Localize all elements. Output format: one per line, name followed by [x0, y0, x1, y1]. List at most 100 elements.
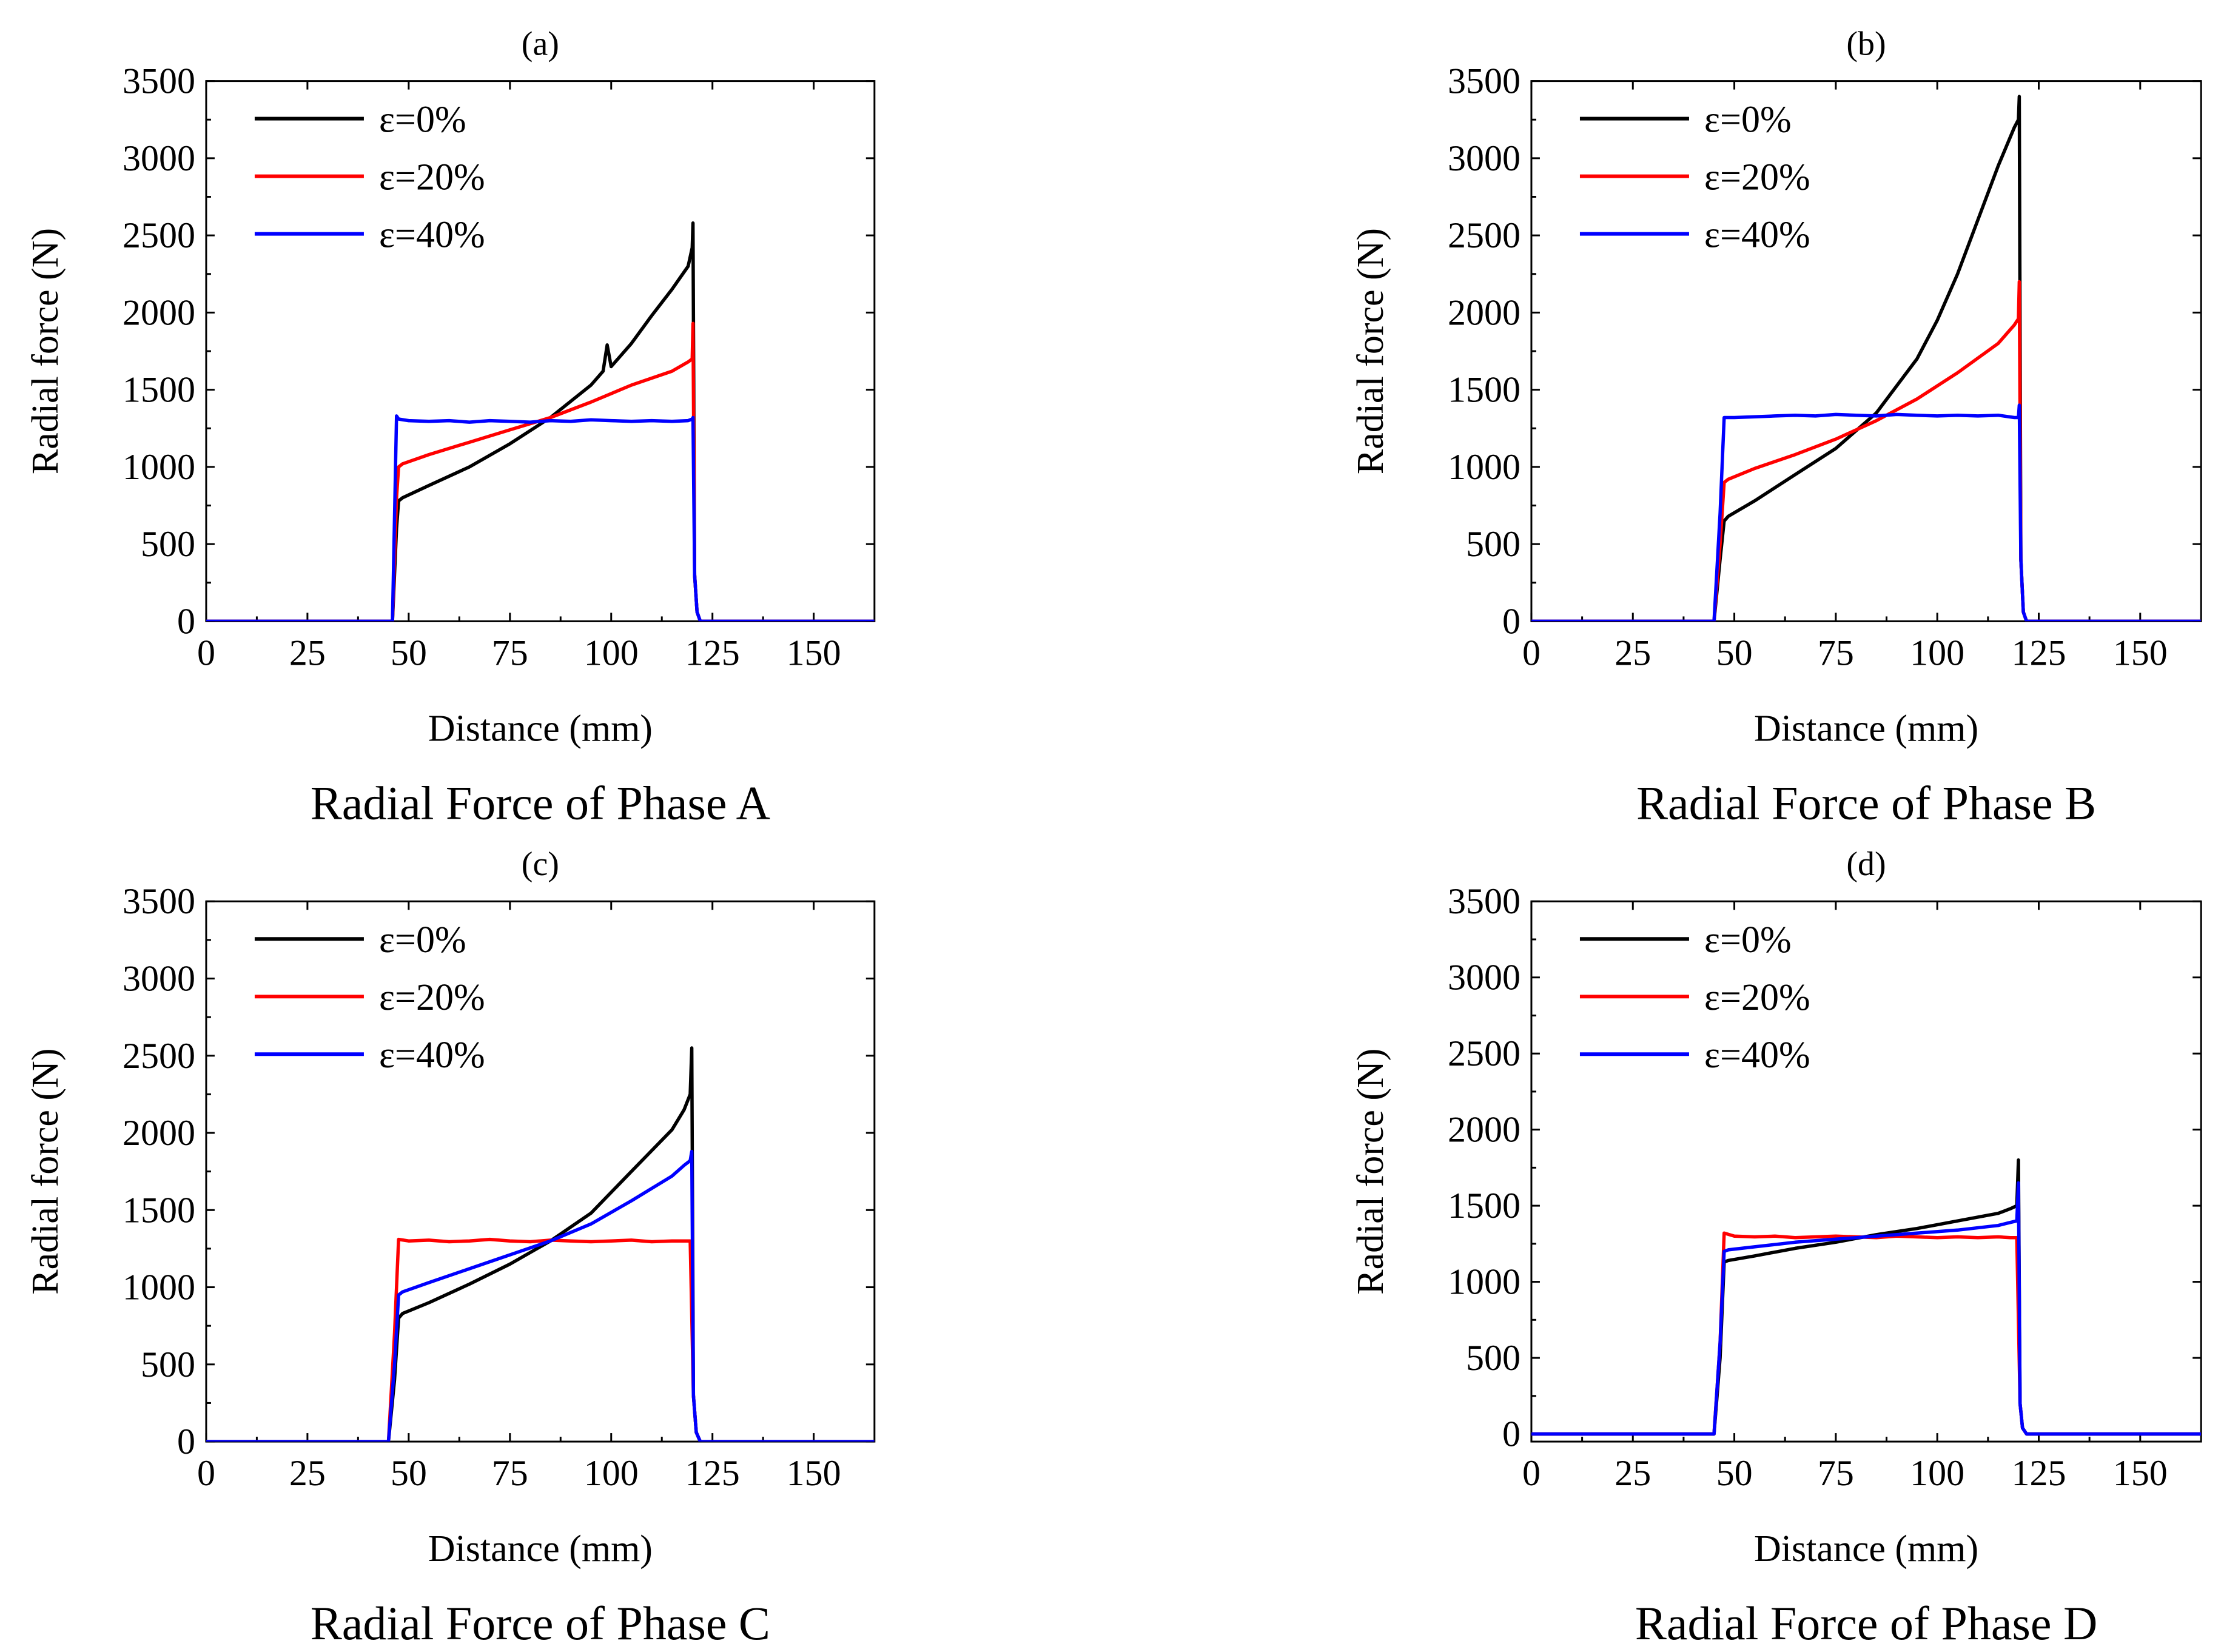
y-axis-title: Radial force (N) — [1350, 1049, 1391, 1295]
x-tick-label: 125 — [685, 1453, 740, 1493]
series-line-3 — [206, 1149, 875, 1442]
x-tick-label: 100 — [1910, 633, 1964, 673]
y-tick-label: 500 — [1466, 524, 1520, 564]
legend-label: ε=0% — [379, 99, 466, 141]
x-tick-label: 25 — [1615, 633, 1651, 673]
series-line-3 — [206, 414, 875, 622]
x-tick-label: 100 — [584, 633, 639, 673]
y-tick-label: 3500 — [1448, 61, 1520, 101]
x-tick-label: 25 — [289, 633, 326, 673]
y-axis-title: Radial force (N) — [25, 228, 66, 474]
x-axis-title: Distance (mm) — [428, 1528, 653, 1570]
y-tick-label: 500 — [141, 1345, 195, 1385]
x-tick-label: 0 — [1522, 633, 1541, 673]
x-tick-label: 125 — [685, 633, 740, 673]
legend-label: ε=0% — [1704, 919, 1792, 961]
y-tick-label: 500 — [141, 524, 195, 564]
x-tick-label: 150 — [787, 1453, 841, 1493]
x-tick-label: 75 — [1818, 633, 1854, 673]
legend-label: ε=40% — [379, 1035, 485, 1076]
y-tick-label: 2500 — [1448, 1033, 1520, 1073]
legend-label: ε=20% — [1704, 157, 1810, 198]
y-tick-label: 2000 — [1448, 1110, 1520, 1150]
y-tick-label: 1500 — [123, 370, 195, 410]
y-tick-label: 2500 — [123, 1036, 195, 1076]
panel-label: (d) — [1846, 845, 1886, 883]
y-tick-label: 3500 — [123, 61, 195, 101]
y-tick-label: 0 — [1502, 601, 1520, 641]
panel-label: (c) — [522, 845, 559, 883]
y-tick-label: 2000 — [123, 292, 195, 332]
y-tick-label: 1000 — [123, 1268, 195, 1308]
x-axis-title: Distance (mm) — [1754, 1528, 1978, 1570]
x-tick-label: 150 — [2113, 633, 2168, 673]
legend-label: ε=0% — [1704, 99, 1792, 141]
x-tick-label: 0 — [1522, 1453, 1541, 1493]
series-line-1 — [1531, 1158, 2202, 1436]
figure-caption: Radial Force of Phase A — [311, 776, 770, 829]
series-line-2 — [1531, 1231, 2202, 1436]
chart-panel-c: (c)0 25 50 75 100 125 150050010001500200025003… — [25, 845, 876, 1650]
x-tick-label: 125 — [2011, 1453, 2066, 1493]
x-tick-label: 50 — [1716, 1453, 1753, 1493]
x-tick-label: 75 — [492, 1453, 528, 1493]
series-line-2 — [206, 321, 875, 622]
y-tick-label: 1000 — [1448, 1262, 1520, 1302]
x-tick-label: 50 — [1716, 633, 1753, 673]
y-axis-title: Radial force (N) — [25, 1049, 66, 1295]
panel-label: (a) — [522, 25, 559, 62]
y-axis-title: Radial force (N) — [1350, 228, 1391, 474]
plot-frame — [1530, 900, 2202, 1443]
y-tick-label: 1000 — [123, 447, 195, 487]
chart-panel-b: (b)0 25 50 75 100 125 150050010001500200025003… — [1350, 25, 2202, 829]
legend-label: ε=40% — [1704, 215, 1810, 256]
y-tick-label: 3000 — [1448, 958, 1520, 998]
x-tick-label: 100 — [1910, 1453, 1964, 1493]
chart-panel-d: (d)0 25 50 75 100 125 150050010001500200025003… — [1350, 845, 2202, 1650]
x-tick-label: 75 — [492, 633, 528, 673]
plot-frame — [205, 900, 876, 1443]
y-tick-label: 1500 — [1448, 370, 1520, 410]
series-line-2 — [1531, 280, 2202, 622]
legend-label: ε=0% — [379, 919, 466, 961]
x-tick-label: 150 — [787, 633, 841, 673]
legend-label: ε=20% — [1704, 977, 1810, 1018]
figure-caption: Radial Force of Phase D — [1635, 1597, 2097, 1650]
x-tick-label: 0 — [197, 633, 215, 673]
x-tick-label: 75 — [1818, 1453, 1854, 1493]
x-tick-label: 25 — [1615, 1453, 1651, 1493]
series-line-2 — [206, 1237, 875, 1442]
plot-frame — [205, 80, 876, 622]
y-tick-label: 2000 — [1448, 292, 1520, 332]
y-tick-label: 2500 — [123, 215, 195, 255]
y-tick-label: 3500 — [123, 881, 195, 921]
x-tick-label: 50 — [391, 633, 427, 673]
y-tick-label: 1500 — [1448, 1186, 1520, 1226]
y-tick-label: 2500 — [1448, 215, 1520, 255]
series-line-3 — [1531, 403, 2202, 622]
y-tick-label: 500 — [1466, 1338, 1520, 1378]
y-tick-label: 3500 — [1448, 881, 1520, 921]
y-tick-label: 1000 — [1448, 447, 1520, 487]
figure-caption: Radial Force of Phase C — [311, 1597, 770, 1650]
legend-label: ε=40% — [379, 215, 485, 256]
legend-label: ε=40% — [1704, 1035, 1810, 1076]
legend-label: ε=20% — [379, 157, 485, 198]
y-tick-label: 0 — [177, 601, 195, 641]
y-tick-label: 3000 — [123, 959, 195, 999]
plot-frame — [1530, 80, 2202, 622]
y-tick-label: 2000 — [123, 1113, 195, 1153]
legend-label: ε=20% — [379, 977, 485, 1018]
x-tick-label: 125 — [2011, 633, 2066, 673]
x-axis-title: Distance (mm) — [1754, 708, 1978, 749]
panel-label: (b) — [1846, 25, 1886, 62]
y-tick-label: 3000 — [1448, 138, 1520, 178]
y-tick-label: 3000 — [123, 138, 195, 178]
figure-caption: Radial Force of Phase B — [1636, 776, 2096, 829]
x-tick-label: 100 — [584, 1453, 639, 1493]
y-tick-label: 0 — [1502, 1414, 1520, 1454]
chart-panel-a: (a)0 25 50 75 100 125 150050010001500200025003… — [25, 25, 876, 829]
x-tick-label: 50 — [391, 1453, 427, 1493]
x-tick-label: 25 — [289, 1453, 326, 1493]
